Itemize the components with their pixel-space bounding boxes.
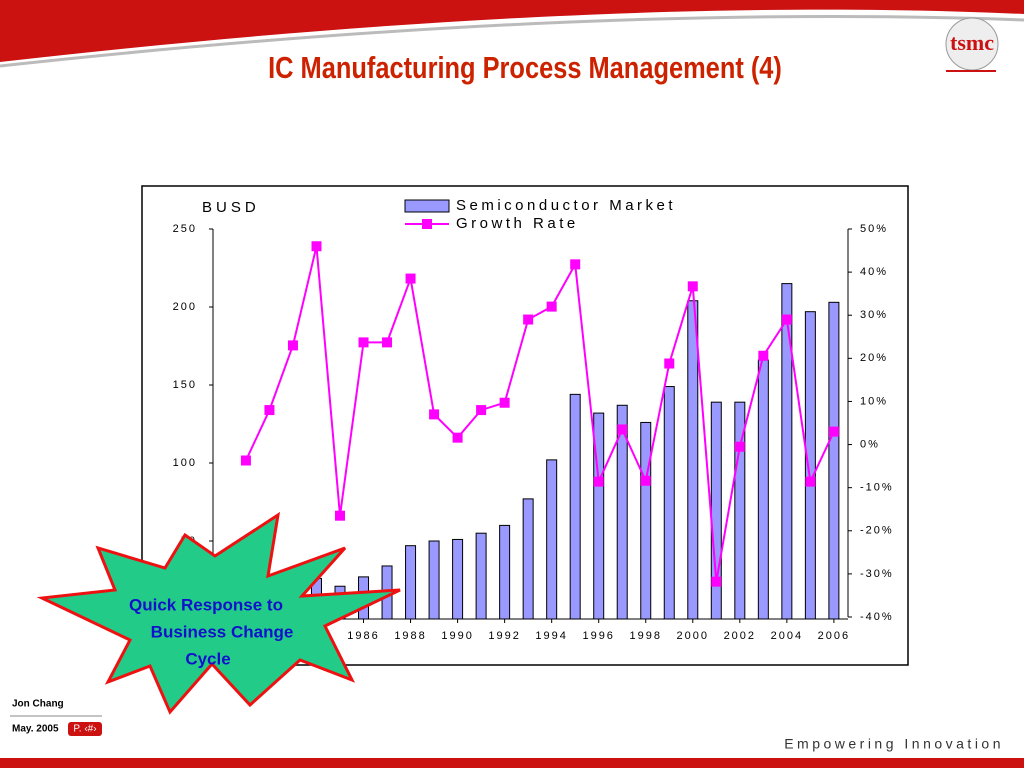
y2-tick-label: 50%	[860, 223, 888, 235]
x-tick-label: 2006	[818, 630, 850, 642]
bar	[734, 401, 746, 620]
y-axis-label: BUSD	[202, 199, 260, 216]
bar	[616, 404, 628, 620]
bar	[781, 283, 793, 620]
x-tick-label: 1986	[347, 630, 379, 642]
marker	[617, 424, 628, 435]
bar	[804, 311, 816, 620]
top-swoosh-line	[0, 14, 1024, 68]
marker	[429, 409, 440, 420]
legend-swatch	[404, 199, 450, 213]
x-tick-label: 2000	[677, 630, 709, 642]
marker	[664, 358, 675, 369]
y2-tick-label: -40%	[860, 611, 894, 623]
bar	[522, 498, 534, 620]
bar	[757, 359, 769, 620]
footer-date: May. 2005	[12, 724, 59, 735]
line	[245, 246, 835, 582]
x-tick-label: 1990	[441, 630, 473, 642]
bar	[640, 421, 652, 620]
y-tick-label: 200	[173, 301, 197, 313]
marker	[734, 441, 745, 452]
legend-label: Growth Rate	[456, 215, 579, 232]
bar	[452, 538, 464, 620]
bar	[499, 524, 511, 620]
bar	[546, 459, 558, 620]
y2-tick-label: -10%	[860, 482, 894, 494]
x-tick-label: 1992	[488, 630, 520, 642]
y2-tick-label: 30%	[860, 309, 888, 321]
marker	[593, 476, 604, 487]
marker	[805, 476, 816, 487]
callout-text: Business Change	[151, 622, 294, 641]
bar	[569, 393, 581, 620]
tagline: Empowering Innovation	[784, 736, 1004, 752]
x-tick-label: 1998	[629, 630, 661, 642]
marker	[405, 273, 416, 284]
page-number: P. ‹#›	[73, 724, 96, 735]
marker	[570, 259, 581, 270]
y2-tick-label: -30%	[860, 568, 894, 580]
marker	[382, 337, 393, 348]
bar	[593, 412, 605, 620]
y2-tick-label: -20%	[860, 525, 894, 537]
y-tick-label: 100	[173, 457, 197, 469]
marker	[758, 350, 769, 361]
x-tick-label: 2004	[771, 630, 803, 642]
marker	[687, 281, 698, 292]
marker	[523, 314, 534, 325]
marker	[546, 301, 557, 312]
logo: tsmc	[950, 30, 994, 55]
y-tick-label: 150	[173, 379, 197, 391]
y2-tick-label: 0%	[860, 438, 880, 450]
top-swoosh	[0, 0, 1024, 62]
bar	[475, 532, 487, 620]
callout-text: Cycle	[185, 649, 230, 668]
marker	[335, 510, 345, 521]
marker	[358, 337, 369, 348]
y2-tick-label: 40%	[860, 266, 888, 278]
callout-text: Quick Response to	[129, 595, 283, 614]
x-tick-label: 1988	[394, 630, 426, 642]
bar	[428, 540, 440, 620]
marker	[828, 426, 839, 437]
marker	[781, 314, 792, 325]
bar	[663, 386, 675, 620]
callout-star	[36, 511, 401, 715]
bottom-band	[0, 758, 1024, 768]
legend-label: Semiconductor Market	[456, 197, 676, 214]
marker	[240, 455, 251, 466]
marker	[499, 397, 510, 408]
y2-tick-label: 10%	[860, 395, 888, 407]
y2-tick-label: 20%	[860, 352, 888, 364]
x-tick-label: 1996	[582, 630, 614, 642]
y-tick-label: 250	[173, 223, 197, 235]
marker	[640, 475, 651, 486]
marker	[711, 576, 722, 587]
bar	[687, 300, 699, 620]
x-tick-label: 2002	[724, 630, 756, 642]
bar	[828, 301, 840, 620]
slide-title: IC Manufacturing Process Management (4)	[268, 51, 782, 86]
footer-author: Jon Chang	[12, 699, 64, 710]
legend-marker	[422, 219, 432, 229]
marker	[452, 432, 463, 443]
marker	[311, 241, 322, 252]
x-tick-label: 1994	[535, 630, 567, 642]
page-box	[68, 722, 102, 736]
marker	[287, 340, 298, 351]
marker	[476, 405, 487, 416]
bar	[405, 545, 417, 620]
marker	[264, 405, 275, 416]
chart: 05010015020025050%40%30%20%10%0%-10%-20%…	[173, 197, 894, 642]
